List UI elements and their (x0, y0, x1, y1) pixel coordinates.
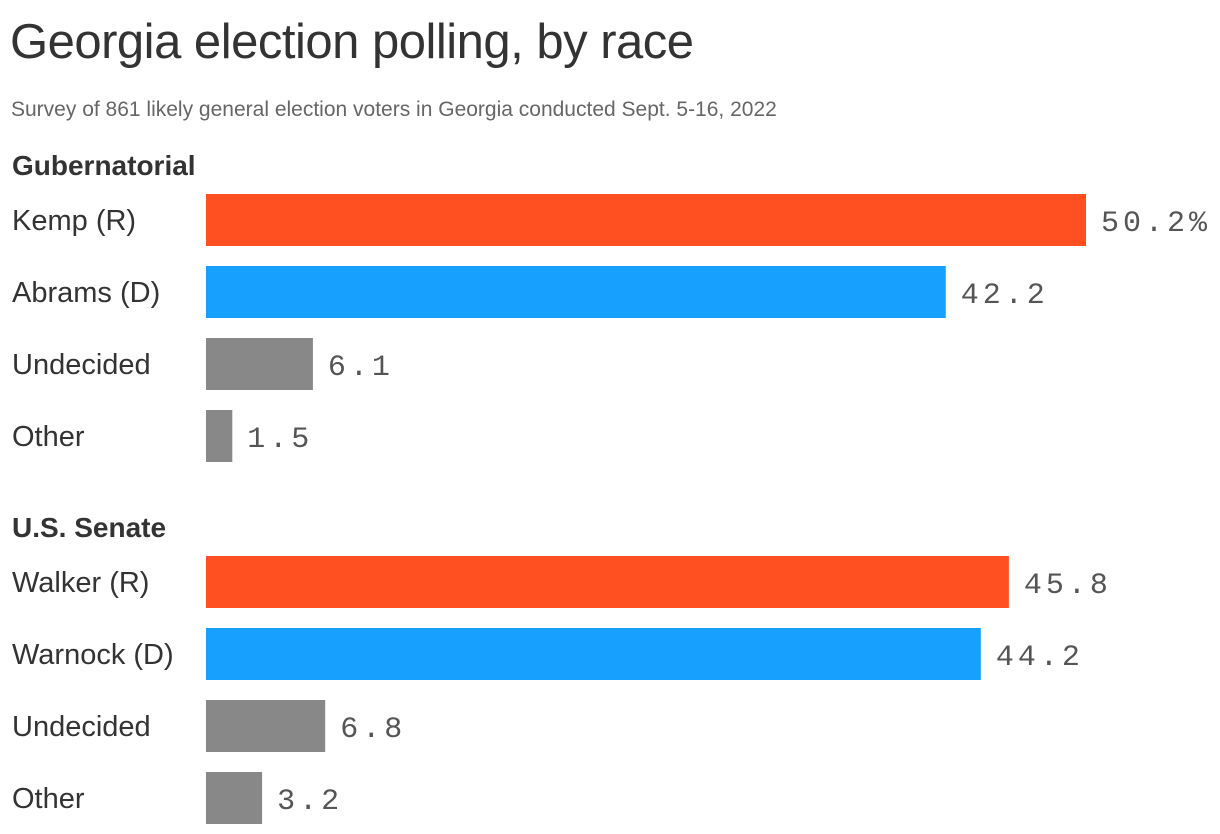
category-label: Warnock (D) (12, 639, 174, 671)
category-label: Undecided (12, 711, 151, 743)
bar (206, 266, 946, 318)
bar (206, 772, 263, 824)
value-label: 6.1 (328, 351, 394, 385)
value-label: 45.8 (1024, 569, 1112, 603)
category-label: Undecided (12, 349, 151, 381)
value-label: 44.2 (996, 641, 1084, 675)
category-label: Abrams (D) (12, 277, 160, 309)
value-label: 1.5 (247, 423, 313, 457)
bar (206, 628, 981, 680)
category-label: Other (12, 783, 85, 815)
value-label: 3.2 (277, 785, 343, 819)
chart-subtitle: Survey of 861 likely general election vo… (11, 98, 777, 121)
category-label: Kemp (R) (12, 205, 136, 237)
group-title: Gubernatorial (12, 150, 196, 181)
category-label: Walker (R) (12, 567, 149, 599)
bar (206, 700, 326, 752)
category-label: Other (12, 421, 85, 453)
value-label: 42.2 (961, 279, 1049, 313)
bar (206, 556, 1009, 608)
chart-title: Georgia election polling, by race (10, 15, 694, 69)
bar (206, 410, 233, 462)
value-label: 50.2% (1101, 207, 1211, 241)
bar (206, 338, 313, 390)
group-title: U.S. Senate (12, 512, 166, 543)
bar (206, 194, 1086, 246)
value-label: 6.8 (340, 713, 406, 747)
